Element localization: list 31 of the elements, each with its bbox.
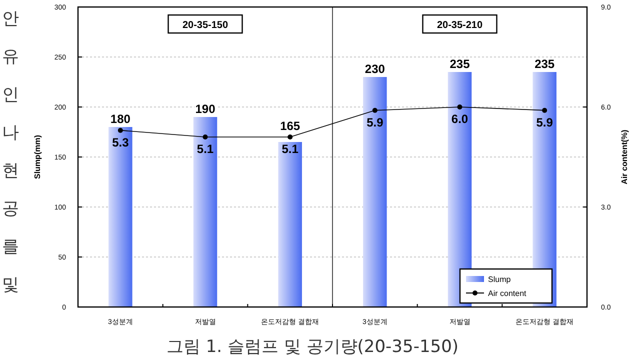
data-label: 5.1 (196, 142, 214, 156)
data-label: 5.3 (112, 135, 130, 150)
data-label: 5.9 (536, 115, 554, 130)
bar (448, 72, 472, 307)
point (288, 134, 293, 140)
data-label: 235 (534, 57, 555, 71)
annotation: 20-35-150 (182, 20, 228, 31)
text: 그림 1. 슬럼프 및 공기량(20-35-150) (166, 337, 459, 357)
bar (193, 117, 218, 307)
data-label: 230 (364, 62, 386, 76)
data-label: 235 (450, 57, 470, 71)
y2-axis-title: Air content(%) (620, 129, 629, 184)
data-label: 180 (110, 112, 131, 126)
data-label: 165 (280, 119, 300, 133)
point (457, 104, 462, 110)
bar (363, 77, 387, 307)
point (372, 108, 378, 113)
legend-label: Slump (488, 275, 512, 284)
annotation: 20-35-210 (436, 20, 483, 31)
bar (108, 127, 132, 307)
text: 안유인나현공를및 (2, 9, 19, 295)
point (542, 108, 548, 113)
point (118, 128, 123, 133)
data-label: 190 (195, 102, 216, 116)
y-axis-title: Slump(mm) (33, 134, 42, 179)
legend-label: Air content (488, 289, 528, 298)
data-label: 6.0 (451, 112, 468, 126)
data-label: 5.9 (366, 115, 384, 130)
point (202, 134, 208, 140)
bar (278, 142, 302, 307)
data-label: 5.1 (282, 142, 299, 156)
